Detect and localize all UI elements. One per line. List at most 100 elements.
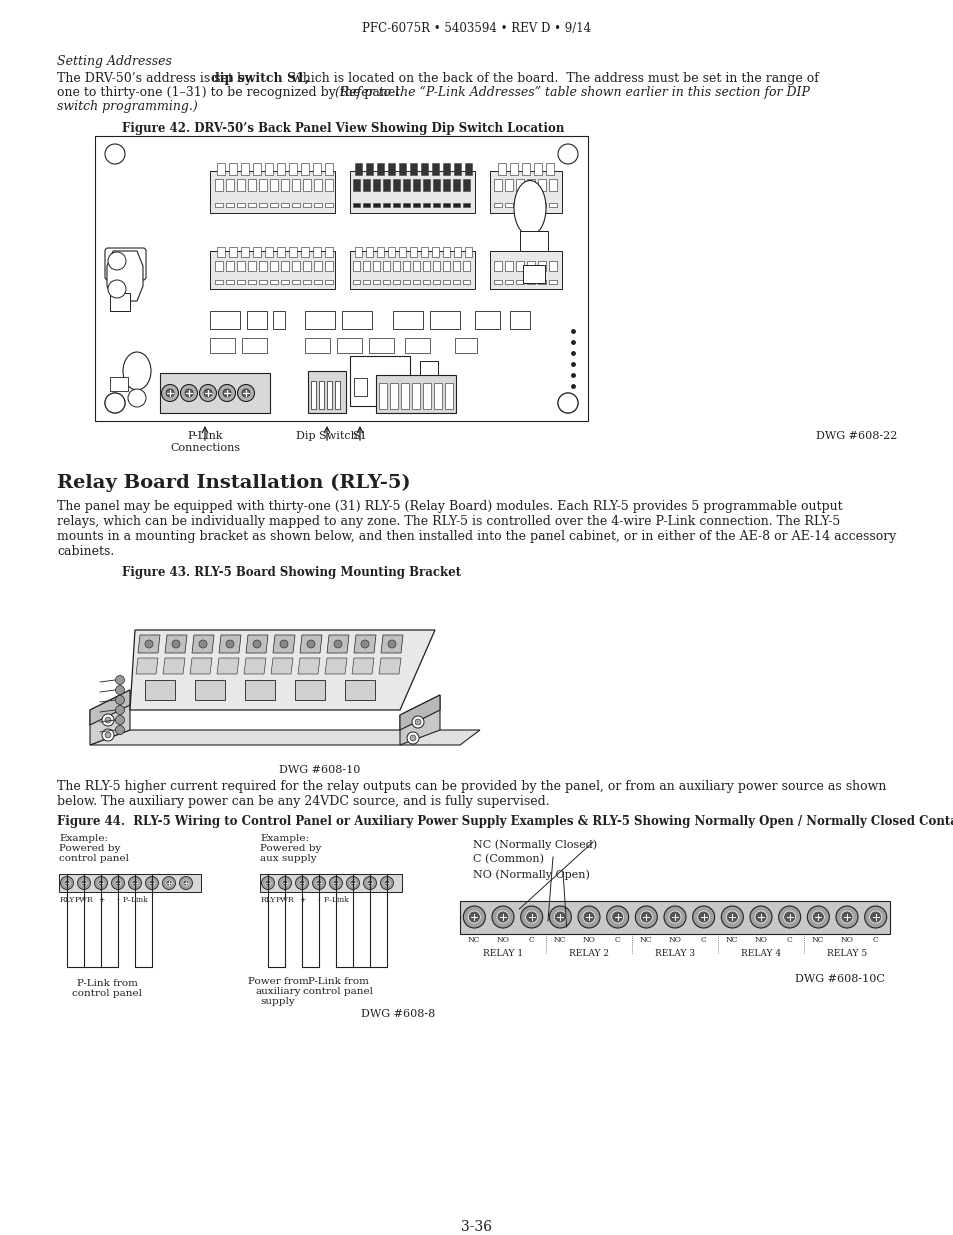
Bar bbox=[216, 247, 225, 257]
Text: DWG #608-10: DWG #608-10 bbox=[279, 764, 360, 776]
Circle shape bbox=[115, 715, 125, 725]
Bar bbox=[214, 261, 223, 270]
Bar bbox=[110, 876, 128, 889]
Bar bbox=[462, 203, 470, 207]
Bar bbox=[289, 163, 296, 175]
Bar bbox=[526, 280, 535, 284]
Circle shape bbox=[329, 877, 342, 889]
Text: Figure 44.  RLY-5 Wiring to Control Panel or Auxiliary Power Supply Examples & R: Figure 44. RLY-5 Wiring to Control Panel… bbox=[57, 815, 953, 827]
Bar bbox=[303, 179, 311, 191]
Bar bbox=[345, 680, 375, 700]
Circle shape bbox=[558, 393, 578, 412]
Bar bbox=[442, 203, 450, 207]
Circle shape bbox=[102, 714, 113, 726]
Bar bbox=[490, 251, 561, 289]
Polygon shape bbox=[244, 658, 266, 674]
Circle shape bbox=[812, 911, 823, 923]
Bar bbox=[336, 338, 361, 353]
Circle shape bbox=[578, 906, 599, 927]
Circle shape bbox=[183, 881, 189, 885]
Circle shape bbox=[146, 877, 158, 889]
Bar bbox=[350, 251, 475, 289]
Circle shape bbox=[185, 389, 193, 396]
Text: C: C bbox=[528, 936, 534, 944]
Bar bbox=[402, 179, 410, 191]
Bar bbox=[534, 163, 541, 175]
Text: NC: NC bbox=[468, 936, 480, 944]
Circle shape bbox=[468, 911, 479, 923]
Circle shape bbox=[105, 718, 111, 722]
Bar bbox=[303, 261, 311, 270]
Bar bbox=[248, 280, 255, 284]
Polygon shape bbox=[378, 658, 400, 674]
Polygon shape bbox=[246, 635, 268, 653]
Bar bbox=[341, 311, 372, 329]
Text: The RLY-5 higher current required for the relay outputs can be provided by the p: The RLY-5 higher current required for th… bbox=[57, 781, 885, 793]
Circle shape bbox=[166, 389, 173, 396]
Bar bbox=[442, 261, 450, 270]
Text: one to thirty-one (1–31) to be recognized by the panel.: one to thirty-one (1–31) to be recognize… bbox=[57, 86, 407, 99]
Bar bbox=[516, 261, 523, 270]
Bar bbox=[253, 247, 261, 257]
Bar bbox=[420, 247, 428, 257]
Bar bbox=[242, 338, 267, 353]
Circle shape bbox=[128, 389, 146, 408]
Bar bbox=[363, 179, 370, 191]
Text: C: C bbox=[614, 936, 619, 944]
Circle shape bbox=[307, 640, 314, 648]
Text: C: C bbox=[786, 936, 792, 944]
Circle shape bbox=[412, 716, 423, 727]
Text: The DRV-50’s address is set by: The DRV-50’s address is set by bbox=[57, 72, 256, 85]
Bar bbox=[464, 163, 472, 175]
Text: NO: NO bbox=[840, 936, 853, 944]
Bar bbox=[526, 179, 535, 191]
Circle shape bbox=[105, 393, 125, 412]
Bar bbox=[313, 247, 320, 257]
Bar bbox=[305, 311, 335, 329]
Circle shape bbox=[582, 911, 595, 923]
Circle shape bbox=[606, 906, 628, 927]
Text: NO: NO bbox=[754, 936, 766, 944]
Bar bbox=[325, 203, 333, 207]
Bar bbox=[432, 247, 438, 257]
Bar bbox=[292, 203, 299, 207]
Bar bbox=[281, 203, 289, 207]
Bar bbox=[442, 163, 450, 175]
Bar bbox=[305, 338, 330, 353]
Bar bbox=[373, 261, 379, 270]
Bar bbox=[398, 247, 406, 257]
Circle shape bbox=[639, 911, 652, 923]
Circle shape bbox=[105, 144, 125, 164]
Text: RELAY 2: RELAY 2 bbox=[568, 948, 608, 958]
Bar bbox=[390, 383, 397, 409]
Bar bbox=[537, 203, 545, 207]
Bar bbox=[270, 280, 277, 284]
Circle shape bbox=[668, 911, 680, 923]
Bar bbox=[248, 179, 255, 191]
Circle shape bbox=[218, 384, 235, 401]
Circle shape bbox=[108, 280, 126, 298]
Bar bbox=[216, 163, 225, 175]
Circle shape bbox=[105, 393, 125, 412]
Bar bbox=[548, 179, 557, 191]
Circle shape bbox=[179, 877, 193, 889]
Text: aux supply: aux supply bbox=[260, 853, 316, 863]
Bar bbox=[475, 311, 499, 329]
Bar bbox=[504, 280, 513, 284]
Text: P–Link: P–Link bbox=[323, 897, 349, 904]
Bar bbox=[462, 261, 470, 270]
Text: below. The auxiliary power can be any 24VDC source, and is fully supervised.: below. The auxiliary power can be any 24… bbox=[57, 795, 549, 808]
Bar bbox=[214, 179, 223, 191]
Bar bbox=[382, 280, 390, 284]
Bar bbox=[526, 203, 535, 207]
Circle shape bbox=[115, 725, 125, 735]
Circle shape bbox=[407, 732, 418, 743]
Text: PFC-6075R • 5403594 • REV D • 9/14: PFC-6075R • 5403594 • REV D • 9/14 bbox=[362, 22, 591, 35]
Circle shape bbox=[102, 729, 113, 741]
Circle shape bbox=[635, 906, 657, 927]
Text: PWR: PWR bbox=[275, 897, 294, 904]
Polygon shape bbox=[136, 658, 158, 674]
Bar bbox=[325, 280, 333, 284]
Bar bbox=[308, 370, 346, 412]
Circle shape bbox=[223, 389, 231, 396]
